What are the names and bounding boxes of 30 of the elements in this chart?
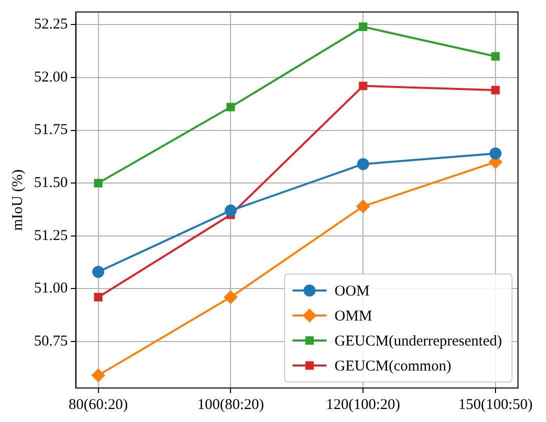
point	[358, 82, 368, 90]
legend-label: OMM	[334, 308, 372, 324]
y-tick-label: 52.00	[34, 69, 68, 86]
x-tick-label: 120(100:20)	[326, 396, 400, 413]
point	[356, 199, 370, 214]
point	[94, 292, 103, 302]
point	[489, 148, 502, 160]
legend-label: GEUCM(underrepresented)	[334, 333, 502, 350]
y-tick-label: 51.25	[34, 228, 68, 244]
point	[224, 290, 238, 304]
point	[92, 266, 104, 278]
y-tick-label: 51.75	[34, 122, 68, 138]
point	[224, 204, 237, 217]
point	[91, 368, 106, 382]
point	[491, 52, 500, 61]
y-axis-title: mIoU (%)	[10, 169, 26, 231]
y-tick-label: 51.50	[34, 175, 68, 192]
point	[491, 86, 500, 94]
legend-label: OOM	[334, 283, 370, 300]
x-tick-label: 100(80:20)	[197, 396, 264, 413]
y-tick-label: 52.25	[34, 16, 68, 33]
point	[357, 158, 370, 170]
legend-label: GEUCM(common)	[334, 358, 452, 374]
x-tick-label: 150(100:50)	[458, 396, 533, 413]
y-tick-label: 51.00	[34, 280, 68, 297]
point	[358, 22, 368, 32]
point	[94, 178, 103, 188]
point	[226, 102, 235, 112]
x-tick-label: 80(60:20)	[68, 396, 128, 413]
y-tick-label: 50.75	[34, 333, 68, 350]
